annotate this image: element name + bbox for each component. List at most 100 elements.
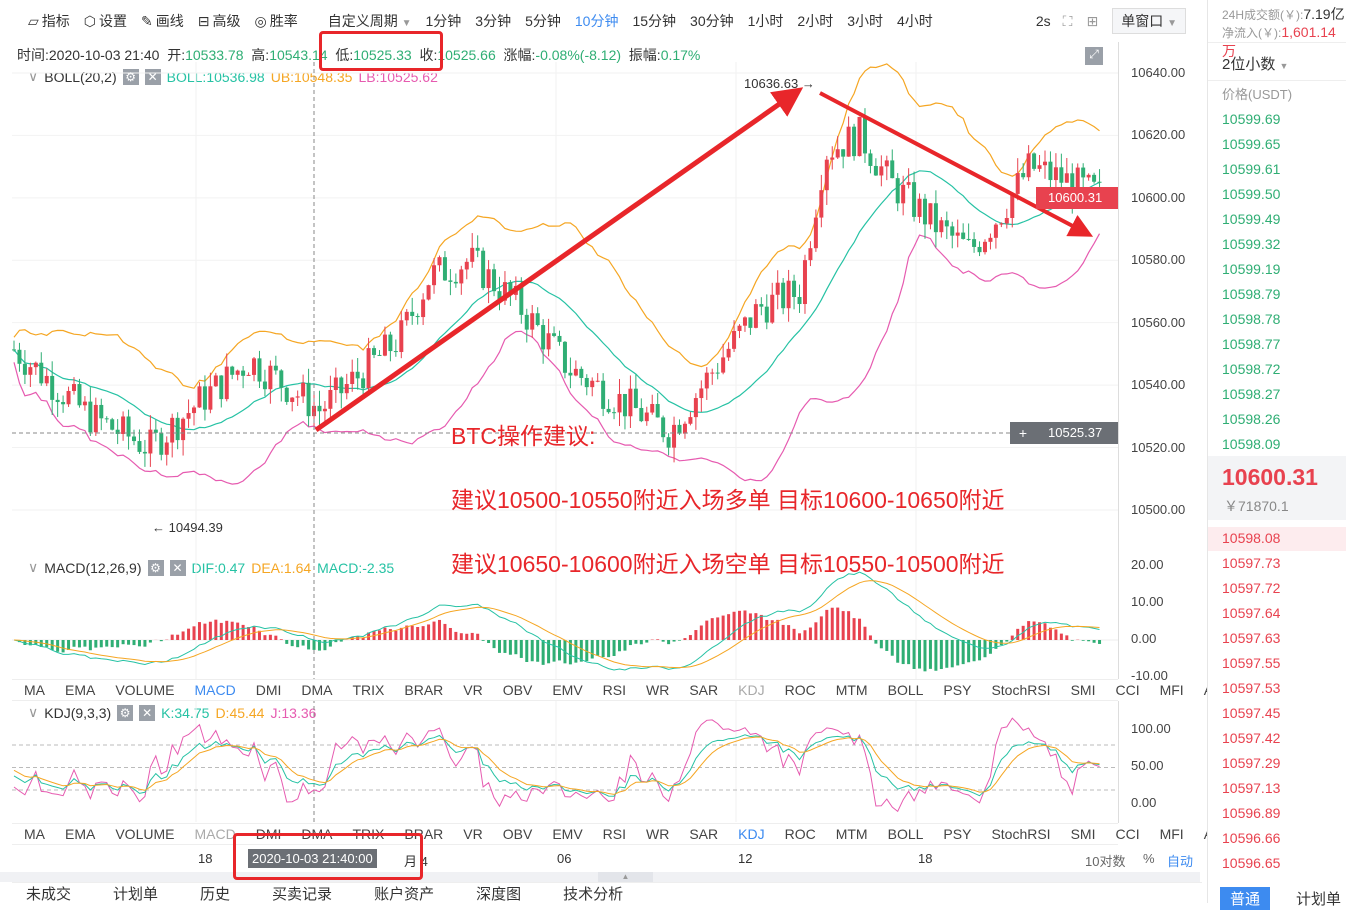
ask-price[interactable]: 10599.65	[1222, 136, 1280, 152]
bottom-tab-2[interactable]: 历史	[200, 883, 230, 903]
bottom-tab-1[interactable]: 计划单	[113, 883, 158, 903]
bid-price[interactable]: 10597.42	[1222, 730, 1280, 746]
bid-price[interactable]: 10596.65	[1222, 855, 1280, 871]
indicator-tab-mfi[interactable]: MFI	[1160, 682, 1184, 698]
candle-body	[716, 373, 720, 374]
auto-scale-toggle[interactable]: 自动	[1167, 851, 1193, 870]
candle-body	[765, 307, 769, 323]
candle-body	[1092, 175, 1096, 182]
indicator-tab-smi[interactable]: SMI	[1071, 682, 1096, 698]
bottom-tab-6[interactable]: 技术分析	[563, 883, 623, 903]
ask-price[interactable]: 10599.49	[1222, 211, 1280, 227]
indicator-tab-boll[interactable]: BOLL	[888, 682, 924, 698]
indicator-tab-dma[interactable]: DMA	[301, 682, 332, 698]
indicator-tab-emv[interactable]: EMV	[552, 826, 582, 842]
candle-body	[912, 182, 916, 217]
indicator-tab-mtm[interactable]: MTM	[836, 682, 868, 698]
percent-scale-toggle[interactable]: %	[1143, 851, 1155, 866]
ask-price[interactable]: 10599.69	[1222, 111, 1280, 127]
log-scale-toggle[interactable]: 10对数	[1085, 851, 1125, 870]
indicator-tab-wr[interactable]: WR	[646, 826, 669, 842]
indicator-tab-vr[interactable]: VR	[463, 826, 482, 842]
bottom-tab-3[interactable]: 买卖记录	[272, 883, 332, 903]
bid-price[interactable]: 10597.64	[1222, 605, 1280, 621]
bid-price[interactable]: 10597.55	[1222, 655, 1280, 671]
indicator-tab-boll[interactable]: BOLL	[888, 826, 924, 842]
ask-price[interactable]: 10599.19	[1222, 261, 1280, 277]
bottom-tab-4[interactable]: 账户资产	[374, 883, 434, 903]
indicator-tab-emv[interactable]: EMV	[552, 682, 582, 698]
indicator-tab-ma[interactable]: MA	[24, 682, 45, 698]
indicator-tab-mtm[interactable]: MTM	[836, 826, 868, 842]
ask-price[interactable]: 10598.72	[1222, 361, 1280, 377]
bid-price[interactable]: 10597.73	[1222, 555, 1280, 571]
ask-price[interactable]: 10598.77	[1222, 336, 1280, 352]
ask-price[interactable]: 10599.32	[1222, 236, 1280, 252]
indicator-tab-volume[interactable]: VOLUME	[115, 682, 174, 698]
indicator-tab-smi[interactable]: SMI	[1071, 826, 1096, 842]
bid-price[interactable]: 10596.89	[1222, 805, 1280, 821]
macd-bar	[645, 640, 648, 643]
order-tab-normal[interactable]: 普通	[1220, 887, 1270, 910]
macd-bar	[454, 632, 457, 640]
candle-body	[56, 400, 60, 402]
indicator-tab-vr[interactable]: VR	[463, 682, 482, 698]
order-tab-plan[interactable]: 计划单	[1296, 888, 1341, 909]
indicator-tab-roc[interactable]: ROC	[785, 682, 816, 698]
bid-price[interactable]: 10597.13	[1222, 780, 1280, 796]
indicator-tab-psy[interactable]: PSY	[943, 826, 971, 842]
indicator-tab-sar[interactable]: SAR	[689, 682, 718, 698]
indicator-tab-stochrsi[interactable]: StochRSI	[991, 682, 1050, 698]
ask-price[interactable]: 10599.61	[1222, 161, 1280, 177]
bid-price[interactable]: 10597.63	[1222, 630, 1280, 646]
bid-price[interactable]: 10597.45	[1222, 705, 1280, 721]
indicator-tab-trix[interactable]: TRIX	[353, 682, 385, 698]
ask-price[interactable]: 10598.78	[1222, 311, 1280, 327]
indicator-tab-cci[interactable]: CCI	[1115, 682, 1139, 698]
bottom-tab-0[interactable]: 未成交	[26, 883, 71, 903]
bid-price[interactable]: 10597.72	[1222, 580, 1280, 596]
indicator-tab-cci[interactable]: CCI	[1115, 826, 1139, 842]
ask-price[interactable]: 10598.09	[1222, 436, 1280, 452]
bottom-tab-5[interactable]: 深度图	[476, 883, 521, 903]
indicator-tab-ema[interactable]: EMA	[65, 682, 95, 698]
macd-bar	[482, 640, 485, 641]
indicator-tab-dmi[interactable]: DMI	[256, 682, 282, 698]
indicator-tab-stochrsi[interactable]: StochRSI	[991, 826, 1050, 842]
bid-price[interactable]: 10597.29	[1222, 755, 1280, 771]
collapse-up-icon[interactable]: ▲	[598, 872, 653, 882]
macd-bar	[471, 633, 474, 640]
indicator-tab-obv[interactable]: OBV	[503, 682, 533, 698]
candle-body	[639, 408, 643, 421]
indicator-tab-rsi[interactable]: RSI	[603, 682, 626, 698]
decimals-dropdown[interactable]: 2位小数 ▼	[1222, 53, 1288, 74]
time-axis: 18 2020-10-03 21:40:00 月 4 06 12 18 10对数…	[12, 846, 1202, 872]
macd-bar	[574, 640, 577, 663]
bid-price[interactable]: 10597.53	[1222, 680, 1280, 696]
indicator-tab-roc[interactable]: ROC	[785, 826, 816, 842]
candle-body	[421, 300, 425, 318]
ask-price[interactable]: 10598.27	[1222, 386, 1280, 402]
ask-price[interactable]: 10599.50	[1222, 186, 1280, 202]
indicator-tab-mfi[interactable]: MFI	[1160, 826, 1184, 842]
ask-price[interactable]: 10598.26	[1222, 411, 1280, 427]
indicator-tab-ema[interactable]: EMA	[65, 826, 95, 842]
indicator-tab-brar[interactable]: BRAR	[404, 682, 443, 698]
indicator-tab-kdj[interactable]: KDJ	[738, 826, 764, 842]
indicator-tab-macd[interactable]: MACD	[194, 682, 235, 698]
ask-price[interactable]: 10598.79	[1222, 286, 1280, 302]
indicator-tab-volume[interactable]: VOLUME	[115, 826, 174, 842]
indicator-tab-sar[interactable]: SAR	[689, 826, 718, 842]
indicator-tab-macd[interactable]: MACD	[194, 826, 235, 842]
crosshair-add-button[interactable]: +	[1010, 422, 1036, 444]
indicator-tab-rsi[interactable]: RSI	[603, 826, 626, 842]
indicator-tab-kdj[interactable]: KDJ	[738, 682, 764, 698]
annotation-long: 建议10500-10550附近入场多单 目标10600-10650附近	[451, 481, 1005, 515]
indicator-tab-psy[interactable]: PSY	[943, 682, 971, 698]
indicator-tab-obv[interactable]: OBV	[503, 826, 533, 842]
indicator-tab-wr[interactable]: WR	[646, 682, 669, 698]
bid-price[interactable]: 10598.08	[1222, 530, 1280, 546]
bid-price[interactable]: 10596.66	[1222, 830, 1280, 846]
indicator-tab-ma[interactable]: MA	[24, 826, 45, 842]
